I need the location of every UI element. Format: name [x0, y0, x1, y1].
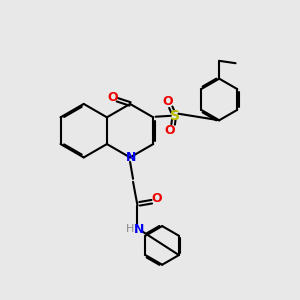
Text: O: O — [152, 192, 162, 205]
Text: N: N — [134, 223, 145, 236]
Text: O: O — [163, 95, 173, 108]
Text: O: O — [107, 91, 118, 103]
Text: O: O — [165, 124, 175, 137]
Text: N: N — [125, 151, 136, 164]
Text: H: H — [126, 224, 135, 234]
Text: S: S — [169, 109, 180, 123]
